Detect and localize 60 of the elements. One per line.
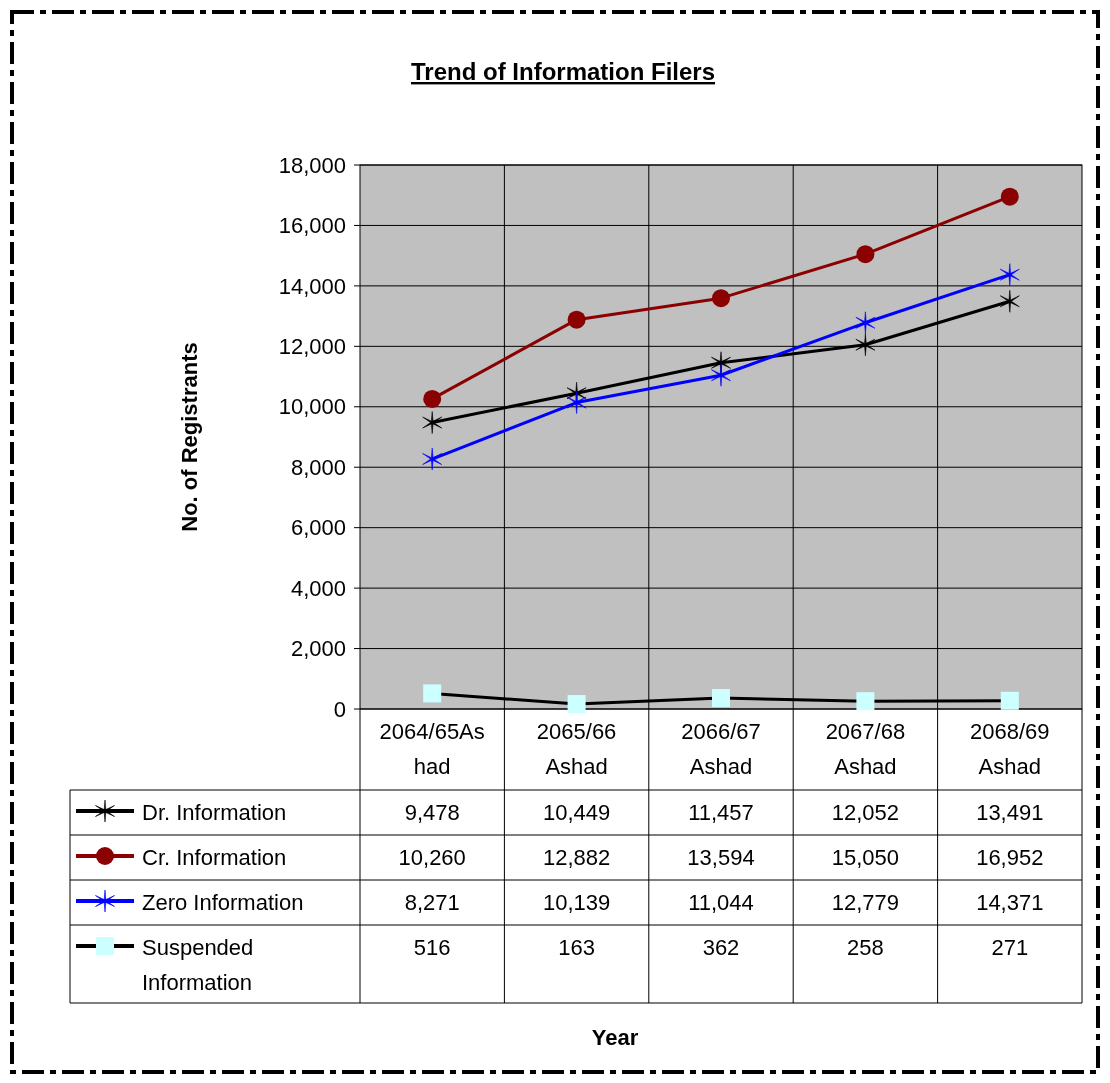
y-tick-label: 0 [333, 696, 346, 722]
point [422, 447, 443, 471]
data-label: 163 [558, 935, 595, 960]
x-tick-label: 2066/67 Ashad [681, 719, 761, 779]
y-axis-title: No. of Registrants [177, 342, 202, 532]
x-tick-label: 2064/65Ashad [379, 719, 485, 779]
point [999, 289, 1020, 313]
data-label: 516 [413, 935, 451, 960]
x-tick-label: 2068/69 Ashad [970, 719, 1050, 779]
point [567, 310, 586, 329]
point [567, 695, 586, 714]
data-label: 16,952 [976, 845, 1044, 870]
data-label: 9,478 [404, 800, 460, 825]
legend-label: Zero Information [142, 890, 304, 915]
y-tick-label: 16,000 [278, 213, 346, 239]
data-label: 362 [702, 935, 740, 960]
point [1000, 691, 1019, 710]
y-tick-label: 6,000 [290, 515, 346, 541]
data-label: 271 [991, 935, 1029, 960]
point [711, 363, 731, 387]
x-tick-label: 2065/66 Ashad [536, 719, 617, 779]
data-label: 12,052 [831, 800, 900, 825]
x-tick-label: 2067/68 Ashad [825, 719, 906, 779]
legend-label: Suspended Information [142, 935, 254, 995]
point [566, 391, 587, 414]
data-label: 10,139 [542, 890, 611, 915]
y-tick-label: 8,000 [290, 454, 346, 480]
data-label: 11,457 [688, 800, 754, 825]
legend-label: Dr. Information [142, 800, 287, 825]
point [856, 692, 875, 711]
point [423, 684, 442, 703]
data-label: 258 [847, 935, 884, 960]
data-label: 15,050 [831, 845, 900, 870]
point [712, 689, 730, 708]
y-tick-label: 4,000 [290, 575, 346, 601]
data-label: 14,371 [976, 890, 1044, 915]
data-label: 10,449 [542, 800, 611, 825]
data-label: 11,044 [688, 890, 754, 915]
data-label: 13,491 [976, 800, 1044, 825]
point [1000, 187, 1019, 206]
point [856, 245, 875, 264]
y-tick-label: 14,000 [278, 273, 346, 299]
chart-title: Trend of Information Filers [410, 58, 716, 85]
point [999, 263, 1020, 286]
y-tick-label: 18,000 [278, 152, 346, 178]
y-tick-label: 10,000 [278, 394, 346, 420]
data-label: 10,260 [398, 845, 466, 870]
point [422, 411, 443, 434]
data-label: 13,594 [687, 845, 755, 870]
point [423, 389, 442, 408]
data-label: 8,271 [404, 890, 460, 915]
point [712, 289, 730, 308]
data-label: 12,779 [831, 890, 900, 915]
y-tick-label: 12,000 [278, 334, 346, 360]
point [855, 333, 876, 357]
y-tick-label: 2,000 [290, 636, 346, 662]
legend-label: Cr. Information [142, 845, 287, 870]
text: Year [591, 1025, 639, 1050]
data-label: 12,882 [542, 845, 611, 870]
point [855, 311, 876, 335]
